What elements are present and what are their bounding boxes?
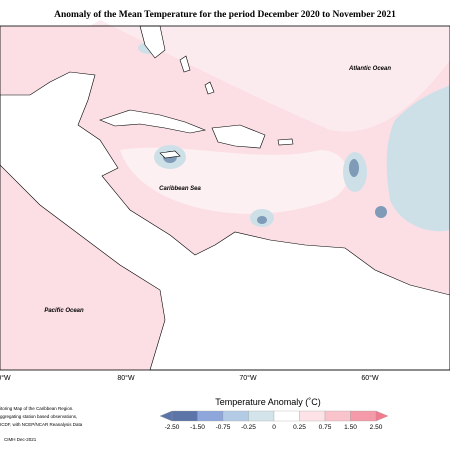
bahamas (204, 81, 215, 95)
colorbar-tick-label: -0.75 (216, 424, 231, 431)
cool-core (375, 206, 387, 218)
hispaniola (211, 124, 266, 149)
legend-title: Temperature Anomaly (˚C) (215, 397, 321, 407)
credit: ggregating station based observations, (0, 414, 77, 419)
colorbar-segment (222, 410, 249, 422)
longitude-label: 0°W (0, 374, 11, 382)
cuba (99, 109, 207, 134)
colorbar-tick-label: -0.25 (241, 424, 256, 431)
colorbar-tick-label: 0.25 (293, 424, 306, 431)
credit: ICDF, with NCEP/NCAR Reanalysis Data (0, 422, 83, 427)
longitude-label: 70°W (239, 374, 257, 382)
puerto-rico (277, 138, 294, 146)
longitude-label: 80°W (117, 374, 135, 382)
colorbar-tick-label: 2.50 (370, 424, 383, 431)
cool-area (386, 85, 450, 232)
sea-label: Caribbean Sea (159, 186, 201, 192)
colorbar-segment (197, 410, 224, 422)
colorbar-tick-label: 0 (272, 424, 276, 431)
colorbar-tick-label: 1.50 (344, 424, 357, 431)
colorbar-end (159, 410, 173, 422)
colorbar-segment (273, 410, 300, 422)
colorbar-tick-label: 0.75 (319, 424, 332, 431)
land (0, 25, 450, 371)
jamaica (159, 150, 181, 159)
map: Atlantic Ocean Caribbean Sea Pacific Oce… (0, 20, 450, 382)
cool-core (349, 159, 359, 177)
colorbar-segment (324, 410, 351, 422)
credit: CIMH Dec-2021 (4, 437, 37, 442)
longitude-label: 60°W (361, 374, 379, 382)
colorbar-segment (299, 410, 326, 422)
light-anomaly (90, 20, 450, 132)
colorbar-segment (248, 410, 275, 422)
ocean-label: Atlantic Ocean (348, 66, 391, 72)
colorbar-tick-label: -2.50 (165, 424, 180, 431)
credit: itoring Map of the Caribbean Region. (0, 406, 74, 411)
mainland (0, 71, 450, 371)
colorbar-end (375, 410, 389, 422)
title: Anomaly of the Mean Temperature for the … (54, 10, 396, 20)
bahamas (179, 55, 191, 73)
colorbar-segment (171, 410, 198, 422)
cool-core (257, 216, 267, 224)
colorbar-segment (350, 410, 377, 422)
colorbar-tick-label: -1.50 (190, 424, 205, 431)
frame (0, 25, 450, 371)
ocean-label: Pacific Ocean (44, 308, 84, 314)
colorbar: -2.50 -1.50 -0.75 -0.25 0 0.25 0.75 1.50 2.50 (159, 410, 389, 431)
